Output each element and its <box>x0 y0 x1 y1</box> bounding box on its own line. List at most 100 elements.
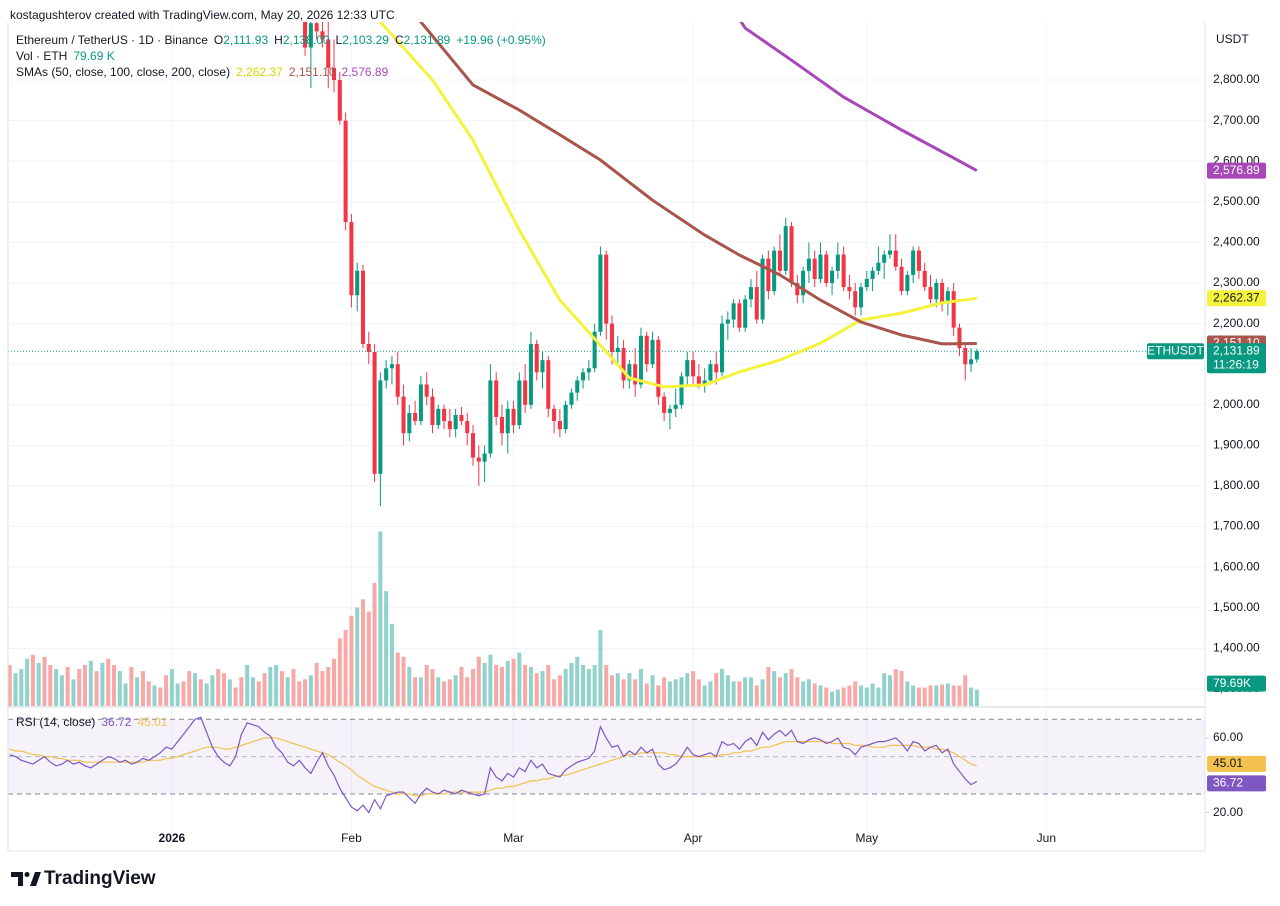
volume-bar <box>679 677 684 706</box>
volume-bar <box>71 679 76 706</box>
volume-bar <box>864 687 869 706</box>
logo-dot <box>24 872 30 877</box>
volume-bar <box>337 638 342 706</box>
volume-bar <box>754 685 759 706</box>
candle-body <box>401 396 406 434</box>
y-tick-label: 2,500.00 <box>1213 194 1260 208</box>
x-tick-label: Apr <box>684 831 703 845</box>
candle-body <box>638 335 643 385</box>
candles <box>8 22 1205 507</box>
volume-bar <box>274 664 279 706</box>
candle-body <box>540 360 545 373</box>
volume-bar <box>609 675 615 706</box>
candle-body <box>447 421 452 430</box>
attribution: kostagushterov created with TradingView.… <box>10 8 395 22</box>
candle-body <box>523 380 528 405</box>
volume-bar <box>557 675 562 706</box>
sma-line <box>739 22 978 172</box>
candle-body <box>470 433 476 458</box>
volume-bar <box>123 683 128 706</box>
volume-bar <box>459 667 464 706</box>
candle-body <box>922 270 927 288</box>
volume-bar <box>106 658 111 706</box>
candle-body <box>389 364 394 369</box>
last-price-box <box>1207 343 1266 374</box>
volume-bar <box>8 664 12 706</box>
candle-body <box>899 266 904 292</box>
candle-body <box>731 303 736 320</box>
y-tick-label: 1,700.00 <box>1213 519 1260 533</box>
volume-bar <box>42 656 47 706</box>
volume-bar <box>905 681 910 706</box>
volume-bar <box>453 675 458 706</box>
y-tick-label: 2,800.00 <box>1213 72 1260 86</box>
volume-bar <box>48 664 53 706</box>
volume-bar <box>447 679 452 706</box>
candle-body <box>963 347 968 365</box>
rsi-pane <box>8 716 1205 814</box>
volume-bar <box>928 685 933 706</box>
candle-body <box>581 372 586 381</box>
candle-body <box>621 347 626 381</box>
candle-body <box>413 412 418 422</box>
volume-bar <box>59 675 64 706</box>
volume-bar <box>795 677 800 706</box>
volume-bar <box>766 667 771 706</box>
volume-bar <box>187 671 192 706</box>
y-tick-label: 1,500.00 <box>1213 600 1260 614</box>
volume-bar <box>847 685 852 706</box>
volume-bar <box>233 687 238 706</box>
candle-body <box>702 380 707 385</box>
candle-body <box>482 453 487 462</box>
volume-bar <box>841 687 846 706</box>
symbol-tag: ETHUSDT <box>1147 343 1204 357</box>
legend-item: Ethereum / TetherUS · 1D · Binance <box>16 33 208 47</box>
candle-body <box>847 287 852 292</box>
volume-bar <box>210 675 215 706</box>
volume-bar <box>13 673 18 706</box>
candle-body <box>882 254 887 263</box>
candle-body <box>916 250 921 271</box>
candle-body <box>644 335 649 365</box>
candle-body <box>824 254 829 284</box>
volume-bar <box>94 671 99 706</box>
rsi-line <box>9 716 978 814</box>
candle-body <box>783 226 788 271</box>
legend-row: Ethereum / TetherUS · 1D · Binance O2,111… <box>16 33 546 47</box>
volume-bar <box>158 687 163 706</box>
candle-body <box>876 262 881 271</box>
candle-body <box>303 22 308 48</box>
volume-bar <box>297 681 302 706</box>
candle-body <box>476 457 481 462</box>
candle-body <box>951 291 956 328</box>
volume-bar <box>303 679 308 706</box>
volume-bar <box>893 669 898 706</box>
volume-bar <box>887 675 892 706</box>
volume-bar <box>256 681 261 706</box>
legend-item: O <box>214 33 223 47</box>
volume-bar <box>725 675 730 706</box>
volume-bar <box>656 685 661 706</box>
volume-bar <box>940 684 945 706</box>
candle-body <box>442 408 447 422</box>
volume-bar <box>702 685 707 706</box>
candle-body <box>777 250 782 271</box>
candle-body <box>673 404 678 409</box>
candle-body <box>830 270 835 284</box>
volume-bar <box>662 677 667 706</box>
volume-bar <box>314 662 319 706</box>
candle-body <box>789 226 794 284</box>
candle-body <box>870 270 875 279</box>
volume-bar <box>922 687 927 706</box>
rsi-tick-label: 60.00 <box>1213 730 1243 744</box>
volume-bar <box>523 664 528 706</box>
volume-value-tag-box <box>1207 675 1266 692</box>
volume-bar <box>198 679 203 706</box>
candle-body <box>511 408 516 426</box>
logo-text: TradingView <box>44 868 156 889</box>
candle-body <box>505 408 510 434</box>
volume-bar <box>731 681 736 706</box>
volume-bar <box>575 656 580 706</box>
volume-bar <box>511 658 516 706</box>
